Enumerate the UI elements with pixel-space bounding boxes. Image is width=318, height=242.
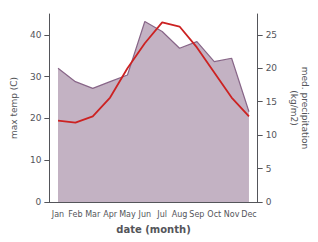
svg-text:Jul: Jul [156, 210, 167, 219]
svg-text:May: May [119, 210, 136, 219]
svg-text:Feb: Feb [68, 210, 82, 219]
svg-text:Aug: Aug [172, 210, 188, 219]
svg-text:Jan: Jan [51, 210, 64, 219]
svg-text:Sep: Sep [189, 210, 204, 219]
svg-text:Nov: Nov [224, 210, 240, 219]
svg-text:date (month): date (month) [116, 224, 190, 235]
svg-text:Jun: Jun [138, 210, 152, 219]
svg-text:40: 40 [30, 30, 42, 40]
svg-text:Dec: Dec [241, 210, 256, 219]
svg-text:25: 25 [266, 30, 277, 40]
svg-text:5: 5 [266, 164, 272, 174]
svg-text:(kg/m2): (kg/m2) [289, 90, 299, 125]
svg-text:20: 20 [30, 113, 42, 123]
svg-text:0: 0 [36, 197, 42, 207]
svg-text:Mar: Mar [85, 210, 101, 219]
svg-text:20: 20 [266, 63, 278, 73]
svg-text:max temp (C): max temp (C) [9, 77, 19, 139]
svg-text:15: 15 [266, 97, 277, 107]
svg-text:0: 0 [266, 197, 272, 207]
svg-text:med. precipitation: med. precipitation [300, 67, 310, 149]
svg-text:Oct: Oct [207, 210, 221, 219]
svg-text:10: 10 [30, 155, 42, 165]
svg-text:Apr: Apr [103, 210, 118, 219]
svg-text:10: 10 [266, 130, 278, 140]
svg-text:30: 30 [30, 72, 42, 82]
